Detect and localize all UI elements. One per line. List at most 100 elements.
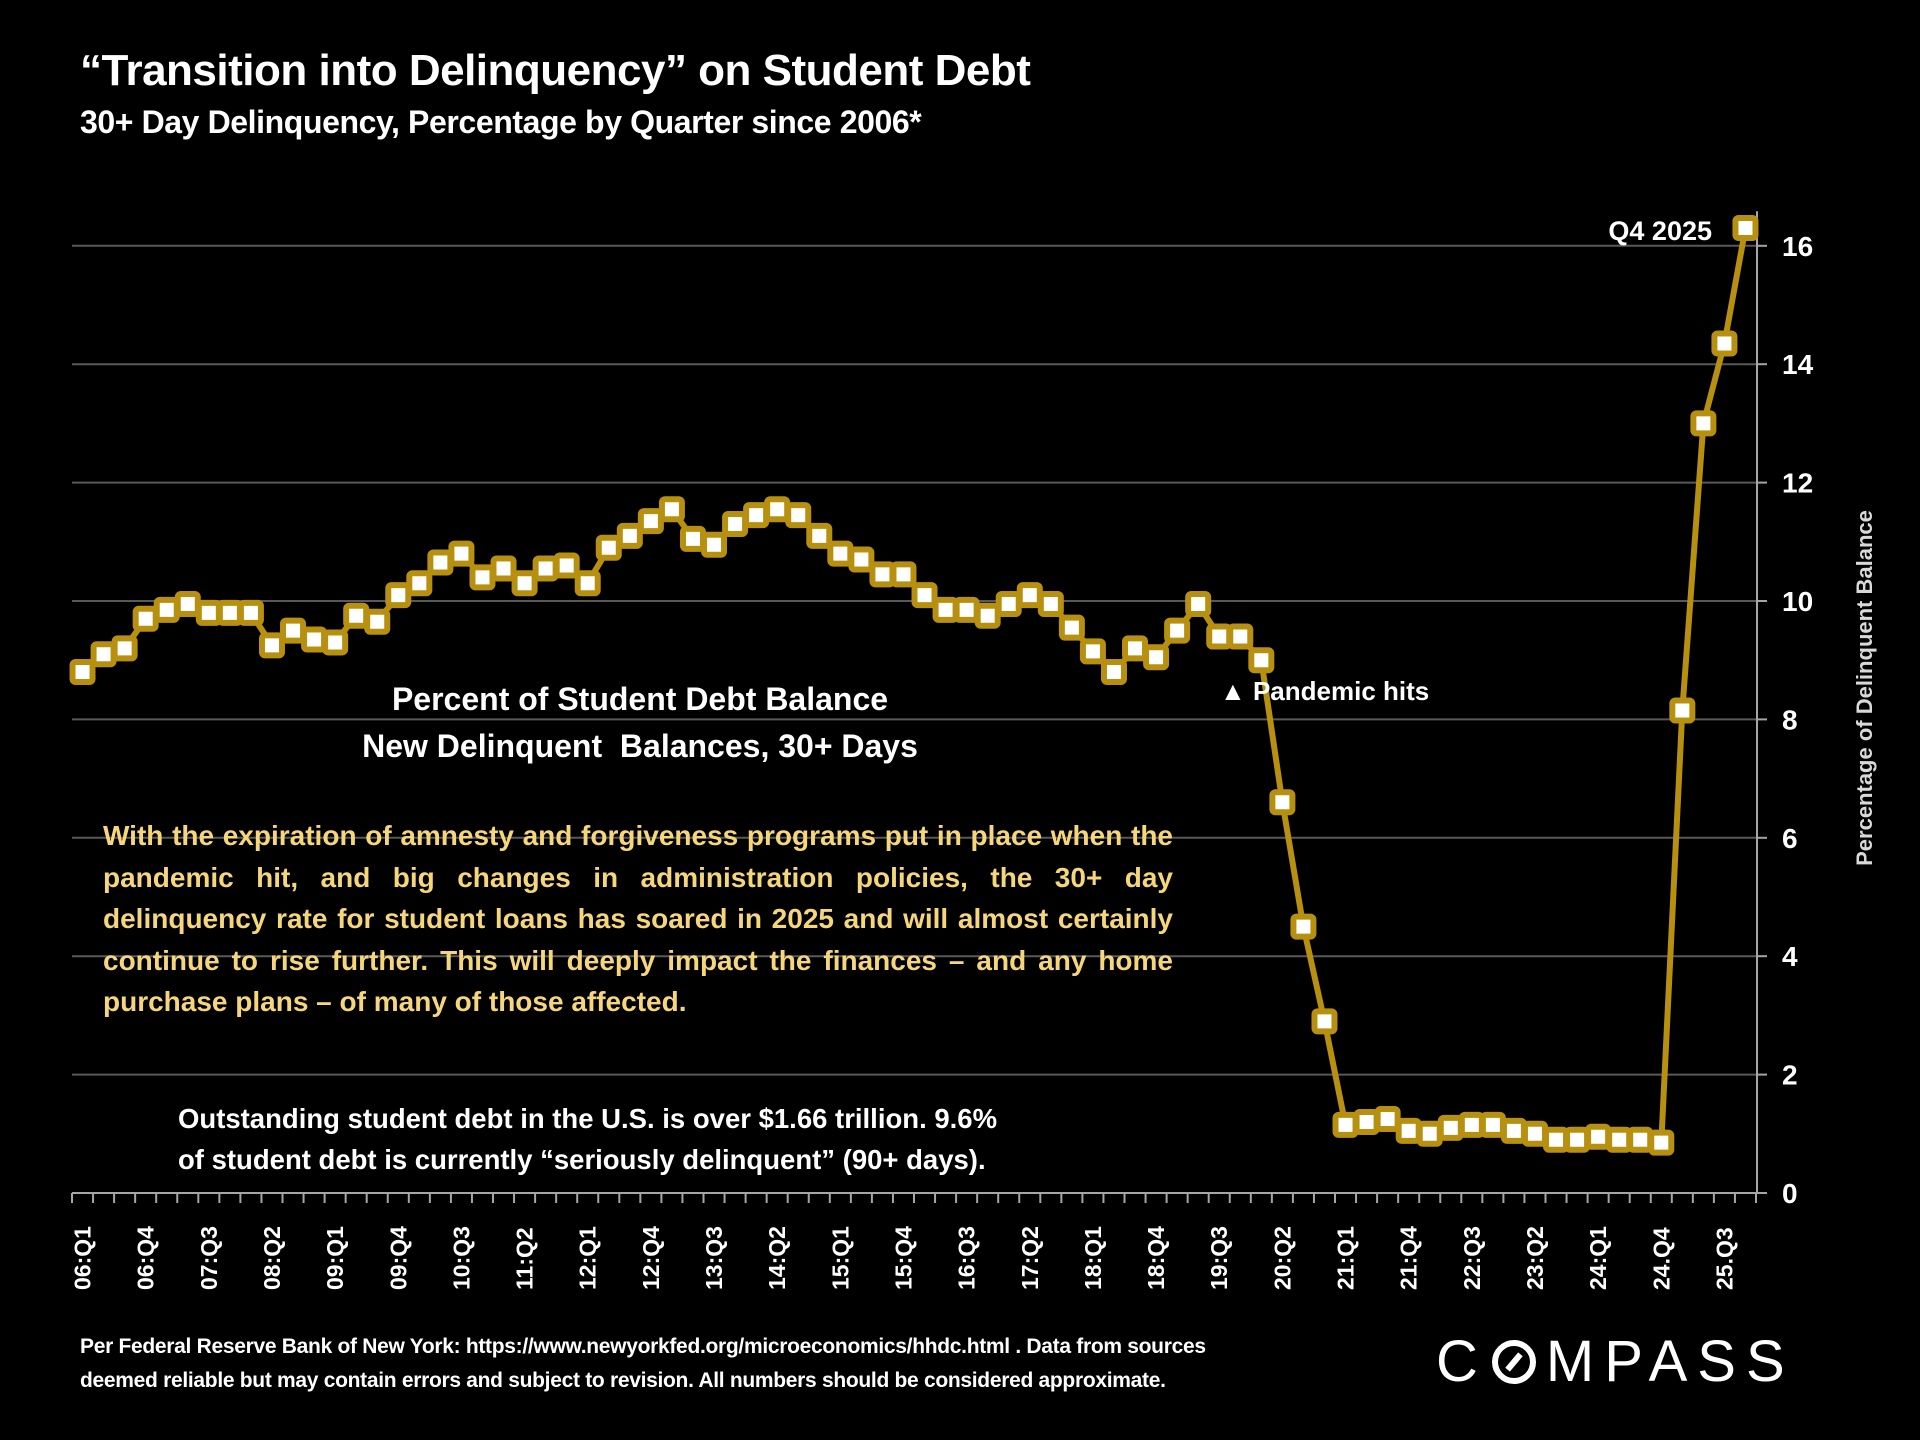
- data-point-19:Q4: [1227, 623, 1254, 650]
- source-line1: Per Federal Reserve Bank of New York: ht…: [80, 1335, 1206, 1358]
- y-tick-label: 6: [1782, 823, 1798, 854]
- data-point-23:Q3: [1543, 1126, 1570, 1153]
- data-point-25:Q4: [1732, 215, 1759, 242]
- x-tick-label: 14:Q2: [764, 1226, 790, 1290]
- compass-logo: C MPASS: [1436, 1328, 1795, 1395]
- chart-subtitle: 30+ Day Delinquency, Percentage by Quart…: [80, 104, 922, 140]
- data-point-23:Q1: [1500, 1117, 1527, 1144]
- data-point-16:Q1: [911, 582, 938, 609]
- data-point-16:Q2: [932, 596, 959, 623]
- data-point-11:Q1: [490, 555, 517, 582]
- data-point-10:Q2: [427, 549, 454, 576]
- annotation-q4-2025: Q4 2025: [1608, 216, 1712, 246]
- data-point-12:Q1: [574, 570, 601, 597]
- data-point-20:Q2: [1269, 789, 1296, 816]
- data-point-20:Q1: [1248, 647, 1275, 674]
- x-axis: 06:Q1 06:Q4 07:Q3 08:Q2 09:Q1 09:Q4 10:Q3 11:Q2…: [70, 1192, 1757, 1290]
- x-tick-label: 19:Q3: [1206, 1226, 1232, 1290]
- data-point-22:Q4: [1479, 1111, 1506, 1138]
- data-point-17:Q1: [995, 590, 1022, 617]
- annotation-pandemic-hits: ▲ Pandemic hits: [1220, 676, 1429, 706]
- data-point-16:Q3: [953, 596, 980, 623]
- x-tick-label: 24.Q4: [1648, 1227, 1674, 1290]
- data-point-10:Q4: [469, 564, 496, 591]
- x-tick-label: 23:Q2: [1522, 1226, 1548, 1290]
- data-point-17:Q2: [1016, 582, 1043, 609]
- data-point-09:Q4: [385, 582, 412, 609]
- series-markers: [69, 215, 1759, 1156]
- data-point-12:Q3: [616, 522, 643, 549]
- y-tick-label: 16: [1782, 231, 1813, 262]
- data-point-06:Q2: [90, 641, 117, 668]
- data-point-20:Q4: [1311, 1008, 1338, 1035]
- x-tick-label: 10:Q3: [448, 1226, 474, 1290]
- data-point-18:Q3: [1122, 635, 1149, 662]
- data-point-08:Q1: [237, 599, 264, 626]
- x-tick-label: 09:Q4: [385, 1226, 411, 1290]
- x-tick-label: 08:Q2: [259, 1226, 285, 1290]
- y-tick-label: 12: [1782, 468, 1813, 499]
- data-point-14:Q2: [764, 496, 791, 523]
- data-point-13:Q1: [658, 496, 685, 523]
- data-point-10:Q1: [406, 570, 433, 597]
- data-point-10:Q3: [448, 540, 475, 567]
- data-point-12:Q2: [595, 534, 622, 561]
- series-label-line1: Percent of Student Debt Balance: [391, 681, 889, 717]
- data-point-18:Q1: [1079, 638, 1106, 665]
- x-tick-label: 18:Q4: [1143, 1226, 1169, 1290]
- data-point-22:Q2: [1437, 1114, 1464, 1141]
- data-point-09:Q3: [364, 608, 391, 635]
- data-point-19:Q1: [1164, 617, 1191, 644]
- data-point-17:Q4: [1058, 614, 1085, 641]
- commentary-text: With the expiration of amnesty and forgi…: [103, 820, 1173, 1017]
- y-tick-label: 4: [1782, 941, 1798, 972]
- y-tick-label: 10: [1782, 586, 1813, 617]
- source-footnote: Per Federal Reserve Bank of New York: ht…: [80, 1330, 1420, 1398]
- data-point-24:Q3: [1627, 1126, 1654, 1153]
- data-point-14:Q4: [806, 522, 833, 549]
- data-point-20:Q3: [1290, 913, 1317, 940]
- series-label-line2: New Delinquent Balances, 30+ Days: [362, 728, 918, 764]
- data-point-18:Q4: [1143, 644, 1170, 671]
- data-point-21:Q2: [1353, 1108, 1380, 1135]
- data-point-11:Q2: [511, 570, 538, 597]
- data-point-21:Q3: [1374, 1106, 1401, 1132]
- data-point-13:Q3: [701, 531, 728, 558]
- x-tick-label: 13:Q3: [701, 1226, 727, 1290]
- chart-title: “Transition into Delinquency” on Student…: [80, 46, 1031, 95]
- data-point-16:Q4: [974, 602, 1001, 629]
- data-point-21:Q1: [1332, 1111, 1359, 1138]
- y-tick-label: 8: [1782, 704, 1798, 735]
- data-point-06:Q1: [69, 659, 96, 686]
- data-point-22:Q1: [1416, 1120, 1443, 1147]
- data-point-07:Q4: [216, 599, 243, 626]
- x-tick-label: 20:Q2: [1269, 1226, 1295, 1290]
- data-point-08:Q3: [280, 617, 307, 644]
- x-tick-label: 12:Q4: [638, 1226, 664, 1290]
- y-axis: 0 2 4 6 8 10 12 14 16: [1756, 211, 1814, 1209]
- y-tick-label: 0: [1782, 1178, 1798, 1209]
- gridlines: [72, 244, 1757, 1076]
- data-point-11:Q3: [532, 555, 559, 582]
- x-tick-label: 09:Q1: [322, 1226, 348, 1290]
- data-point-15:Q4: [890, 561, 917, 588]
- debt-note-line2: of student debt is currently “seriously …: [178, 1144, 986, 1175]
- x-tick-label: 15:Q1: [827, 1226, 853, 1290]
- x-tick-label: 12:Q1: [575, 1226, 601, 1290]
- data-point-24:Q4: [1648, 1129, 1675, 1156]
- x-tick-label: 24:Q1: [1585, 1226, 1611, 1290]
- series-label: Percent of Student Debt Balance New Deli…: [300, 676, 980, 770]
- data-point-17:Q3: [1037, 590, 1064, 617]
- data-point-14:Q3: [785, 502, 812, 529]
- x-tick-label: 07:Q3: [196, 1226, 222, 1290]
- debt-note-line1: Outstanding student debt in the U.S. is …: [178, 1103, 998, 1134]
- compass-o-icon: [1491, 1339, 1536, 1384]
- data-point-23:Q4: [1564, 1126, 1591, 1153]
- data-point-25:Q1: [1669, 697, 1696, 724]
- data-point-09:Q2: [343, 602, 370, 629]
- data-point-24:Q1: [1585, 1123, 1612, 1150]
- data-point-07:Q2: [174, 590, 201, 617]
- data-point-19:Q2: [1185, 590, 1212, 617]
- data-point-25:Q2: [1690, 410, 1717, 437]
